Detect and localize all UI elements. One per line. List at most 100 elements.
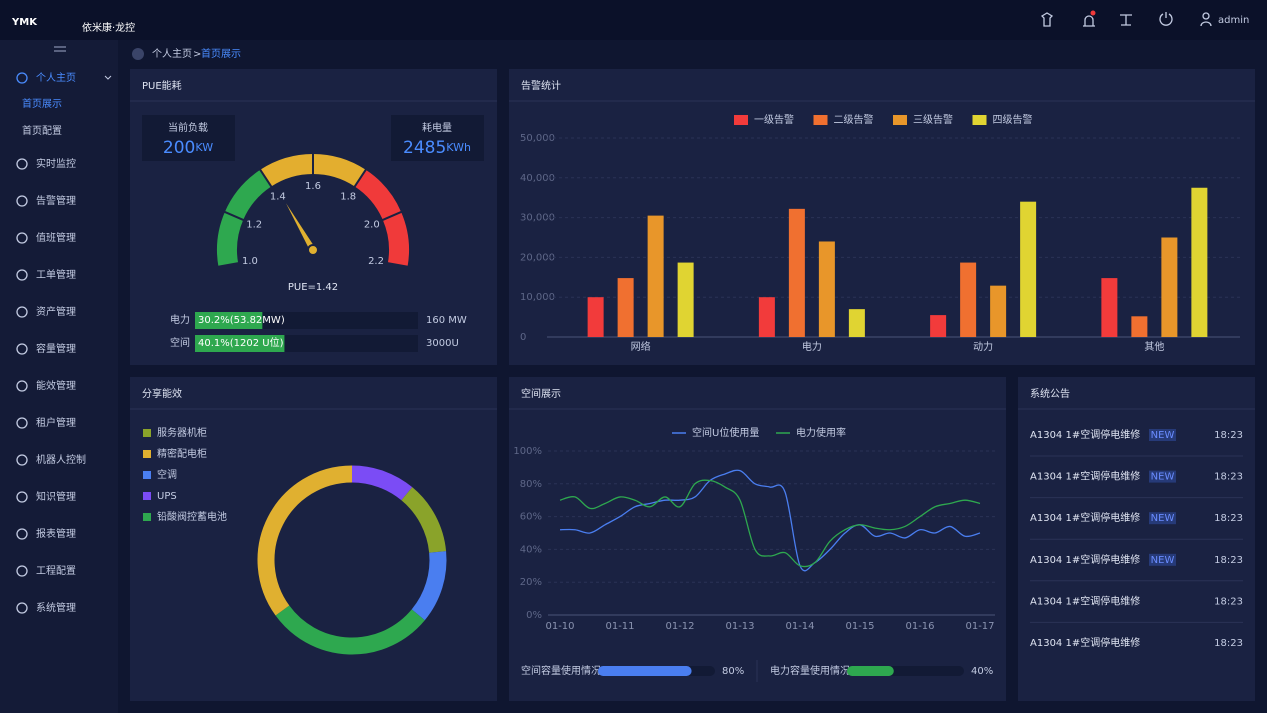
- bar: [930, 315, 947, 337]
- menu-item[interactable]: 值班管理: [36, 231, 76, 244]
- menu-icon: [16, 454, 28, 466]
- donut-slice: [257, 465, 353, 616]
- notice-tag-bg: [1149, 512, 1176, 525]
- icon-network[interactable]: [1120, 14, 1132, 26]
- bar-fill: [195, 335, 285, 352]
- panel-title: 分享能效: [142, 387, 182, 400]
- menu-item[interactable]: 系统管理: [36, 601, 76, 614]
- notice-text[interactable]: A1304 1#空调停电维修: [1030, 470, 1140, 483]
- menu-item[interactable]: 实时监控: [36, 157, 76, 170]
- legend-swatch: [143, 492, 151, 500]
- menu-icon: [16, 232, 28, 244]
- menu-item[interactable]: 租户管理: [36, 416, 76, 429]
- notice-text[interactable]: A1304 1#空调停电维修: [1030, 594, 1140, 607]
- bar: [677, 262, 694, 337]
- y-tick-label: 20%: [520, 577, 542, 588]
- y-tick-label: 100%: [513, 446, 542, 457]
- x-tick-label: 01-11: [605, 621, 634, 632]
- breadcrumb-item: 首页展示: [201, 47, 241, 60]
- notice-time: 18:23: [1214, 430, 1243, 441]
- panel-title: 系统公告: [1030, 387, 1070, 400]
- x-tick-label: 电力: [802, 340, 822, 353]
- legend-label: 空间U位使用量: [692, 426, 759, 439]
- gauge-tick-label: 1.8: [340, 192, 356, 203]
- stat-unit: KWh: [446, 141, 471, 154]
- bar: [990, 285, 1007, 337]
- menu-toggle[interactable]: [54, 46, 66, 52]
- gauge-tick: [223, 210, 245, 222]
- notice-time: 18:23: [1214, 638, 1243, 649]
- menu-item[interactable]: 报表管理: [36, 527, 76, 540]
- x-tick-label: 01-16: [905, 621, 934, 632]
- icon-bell[interactable]: [1083, 15, 1095, 27]
- menu-icon: [16, 528, 28, 540]
- stat-box: [142, 115, 235, 161]
- gauge-tick-label: 2.2: [368, 256, 384, 267]
- x-tick-label: 01-10: [545, 621, 574, 632]
- menu-item[interactable]: 容量管理: [36, 342, 76, 355]
- menu-icon: [16, 417, 28, 429]
- menu-icon: [16, 380, 28, 392]
- menu-item[interactable]: 工单管理: [36, 268, 76, 281]
- bar: [1191, 187, 1208, 337]
- notice-text[interactable]: A1304 1#空调停电维修: [1030, 636, 1140, 649]
- bar: [848, 309, 865, 337]
- legend-label: UPS: [157, 491, 177, 502]
- donut-slice: [401, 487, 447, 554]
- legend-swatch: [813, 115, 828, 125]
- gauge-hub: [307, 244, 319, 256]
- menu-icon: [16, 602, 28, 614]
- bar: [818, 241, 835, 337]
- notice-text[interactable]: A1304 1#空调停电维修: [1030, 511, 1140, 524]
- icon-power[interactable]: [1159, 12, 1173, 26]
- legend-label: 一级告警: [754, 113, 794, 126]
- notice-tag: NEW: [1151, 430, 1175, 441]
- x-tick-label: 01-13: [725, 621, 754, 632]
- y-tick-label: 0: [520, 332, 526, 343]
- menu-item[interactable]: 知识管理: [36, 490, 76, 503]
- icon-user[interactable]: [1200, 12, 1212, 27]
- y-tick-label: 50,000: [520, 133, 555, 144]
- gauge-value: PUE=1.42: [288, 282, 338, 293]
- menu-item[interactable]: 告警管理: [36, 194, 76, 207]
- menu-item[interactable]: 能效管理: [36, 379, 76, 392]
- sidebar: [0, 40, 118, 713]
- notice-tag-bg: [1149, 429, 1176, 441]
- bar: [1020, 201, 1037, 337]
- username[interactable]: admin: [1218, 15, 1249, 26]
- submenu-item[interactable]: 首页配置: [22, 124, 62, 137]
- x-tick-label: 01-15: [845, 621, 874, 632]
- breadcrumb-item[interactable]: 个人主页: [152, 48, 192, 60]
- gauge-tick-label: 2.0: [364, 220, 380, 231]
- icon-shirt[interactable]: [1040, 12, 1054, 27]
- menu-item[interactable]: 资产管理: [36, 305, 76, 318]
- stat-number: 2485: [403, 138, 446, 158]
- bar-label: 电力: [170, 313, 190, 326]
- submenu-item[interactable]: 首页展示: [22, 97, 62, 110]
- bar-capacity: 3000U: [426, 338, 459, 349]
- legend-label: 空调: [157, 468, 177, 481]
- legend-label: 精密配电柜: [157, 447, 207, 460]
- notice-text[interactable]: A1304 1#空调停电维修: [1030, 428, 1140, 441]
- usage-fill: [598, 666, 692, 676]
- x-tick-label: 01-14: [785, 621, 814, 632]
- y-tick-label: 80%: [520, 479, 542, 490]
- usage-label: 空间容量使用情况: [521, 664, 601, 677]
- menu-item[interactable]: 工程配置: [36, 565, 76, 577]
- bar-value-label: 30.2%(53.82MW): [198, 315, 285, 326]
- notice-text[interactable]: A1304 1#空调停电维修: [1030, 553, 1140, 566]
- stat-label: 当前负载: [168, 121, 208, 134]
- legend-label: 三级告警: [913, 113, 953, 126]
- bar: [1131, 316, 1148, 337]
- bar: [1101, 278, 1118, 337]
- menu-icon: [16, 269, 28, 281]
- legend-label: 四级告警: [993, 113, 1033, 126]
- menu-icon: [16, 158, 28, 170]
- y-tick-label: 60%: [520, 512, 542, 523]
- menu-item[interactable]: 机器人控制: [36, 453, 86, 466]
- notice-time: 18:23: [1214, 513, 1243, 524]
- usage-fill: [847, 666, 894, 676]
- menu-item[interactable]: 个人主页: [36, 72, 76, 84]
